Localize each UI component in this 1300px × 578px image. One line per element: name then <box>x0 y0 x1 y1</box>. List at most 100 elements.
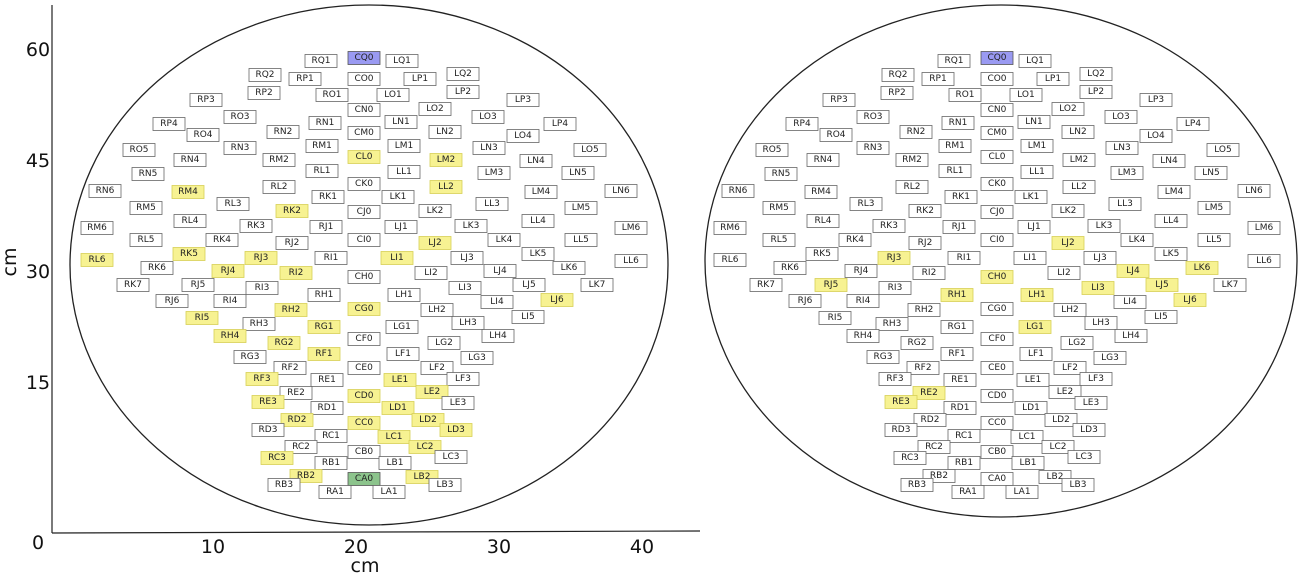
electrode-box <box>1060 336 1094 350</box>
electrode-label: RL6 <box>722 255 739 265</box>
electrode-box <box>980 177 1014 191</box>
electrode-box <box>185 311 219 325</box>
electrode-label: RI4 <box>223 296 238 306</box>
electrode-label: LG3 <box>468 353 486 363</box>
electrode-box <box>1053 361 1087 375</box>
electrode-box <box>1062 180 1096 194</box>
electrode-label: LI5 <box>1154 312 1167 322</box>
electrode-box <box>471 110 505 124</box>
electrode-box <box>347 361 381 375</box>
electrode-box <box>386 347 420 361</box>
electrode-label: LL4 <box>530 216 546 226</box>
electrode-box <box>1014 401 1048 415</box>
electrode-box <box>552 261 586 275</box>
electrode-box <box>1061 125 1095 139</box>
electrode-label: RD2 <box>288 415 307 425</box>
electrode-label: RO3 <box>230 112 249 122</box>
electrode-label: LM1 <box>395 141 414 151</box>
electrode-label: RM5 <box>769 203 789 213</box>
electrode-label: RL1 <box>947 166 964 176</box>
electrode-label: LE2 <box>424 387 440 397</box>
electrode-label: RM2 <box>269 155 289 165</box>
electrode-box <box>307 320 341 334</box>
electrode-box <box>900 336 934 350</box>
electrode-box <box>1120 233 1154 247</box>
electrode-box <box>239 219 273 233</box>
electrode-box <box>856 110 890 124</box>
electrode-label: RG3 <box>874 352 893 362</box>
electrode-box <box>819 128 853 142</box>
electrode-label: RF1 <box>315 349 332 359</box>
electrode-label: LJ3 <box>1093 253 1106 263</box>
electrode-label: RN4 <box>814 155 833 165</box>
electrode-label: RL3 <box>858 199 875 209</box>
electrode-box <box>880 86 914 100</box>
electrode-label: RL5 <box>771 235 788 245</box>
electrode-label: RK1 <box>952 192 970 202</box>
electrode-label: RC1 <box>322 431 340 441</box>
electrode-label: RI3 <box>888 283 903 293</box>
electrode-box <box>943 373 977 387</box>
electrode-box <box>1087 219 1121 233</box>
electrode-box <box>773 261 807 275</box>
electrode-label: LE2 <box>1057 387 1073 397</box>
electrode-label: LC1 <box>385 432 402 442</box>
electrode-box <box>980 270 1014 284</box>
electrode-box <box>380 251 414 265</box>
electrode-label: RM5 <box>136 203 156 213</box>
electrode-box <box>475 197 509 211</box>
electrode-label: RI2 <box>922 268 937 278</box>
electrode-box <box>1114 329 1148 343</box>
electrode-label: CI0 <box>990 235 1005 245</box>
electrode-box <box>347 472 381 486</box>
electrode-box <box>614 254 648 268</box>
electrode-label: RH3 <box>883 319 902 329</box>
electrode-box <box>378 456 412 470</box>
electrode-label: LK2 <box>1060 206 1077 216</box>
electrode-box <box>875 317 909 331</box>
electrode-box <box>347 72 381 86</box>
electrode-label: LA1 <box>1013 487 1030 497</box>
electrode-label: LH1 <box>1028 290 1046 300</box>
electrode-label: CD0 <box>988 391 1007 401</box>
electrode-box <box>284 440 318 454</box>
electrode-box <box>980 332 1014 346</box>
electrode-label: LK5 <box>1163 249 1180 259</box>
electrode-label: CE0 <box>355 363 373 373</box>
electrode-box <box>1104 110 1138 124</box>
electrode-label: RO1 <box>955 90 974 100</box>
electrode-label: RP2 <box>888 88 905 98</box>
electrode-box <box>838 233 872 247</box>
electrode-label: CL0 <box>988 152 1005 162</box>
electrode-label: LN3 <box>1113 143 1130 153</box>
electrode-box <box>980 361 1014 375</box>
electrode-box <box>213 294 247 308</box>
electrode-box <box>980 150 1014 164</box>
electrode-box <box>434 450 468 464</box>
electrode-box <box>980 302 1014 316</box>
electrode-label: RP4 <box>793 119 811 129</box>
electrode-box <box>1041 440 1075 454</box>
electrode-label: LK2 <box>427 206 444 216</box>
electrode-label: LG3 <box>1101 353 1119 363</box>
electrode-label: RE2 <box>287 388 305 398</box>
electrode-label: RC3 <box>901 453 919 463</box>
electrode-box <box>279 386 313 400</box>
electrode-box <box>1145 278 1179 292</box>
electrode-box <box>1176 117 1210 131</box>
electrode-box <box>418 236 452 250</box>
electrode-box <box>439 423 473 437</box>
electrode-box <box>387 288 421 302</box>
electrode-box <box>506 93 540 107</box>
electrode-label: LO5 <box>1214 145 1232 155</box>
electrode-box <box>980 103 1014 117</box>
electrode-label: RB3 <box>275 480 293 490</box>
electrode-label: LI1 <box>390 253 403 263</box>
electrode-box <box>347 445 381 459</box>
electrode-box <box>1016 373 1050 387</box>
electrode-label: LN3 <box>480 143 497 153</box>
electrode-box <box>895 180 929 194</box>
electrode-label: LB1 <box>1020 458 1037 468</box>
electrode-label: RF2 <box>281 363 298 373</box>
electrode-label: LJ1 <box>1027 222 1040 232</box>
